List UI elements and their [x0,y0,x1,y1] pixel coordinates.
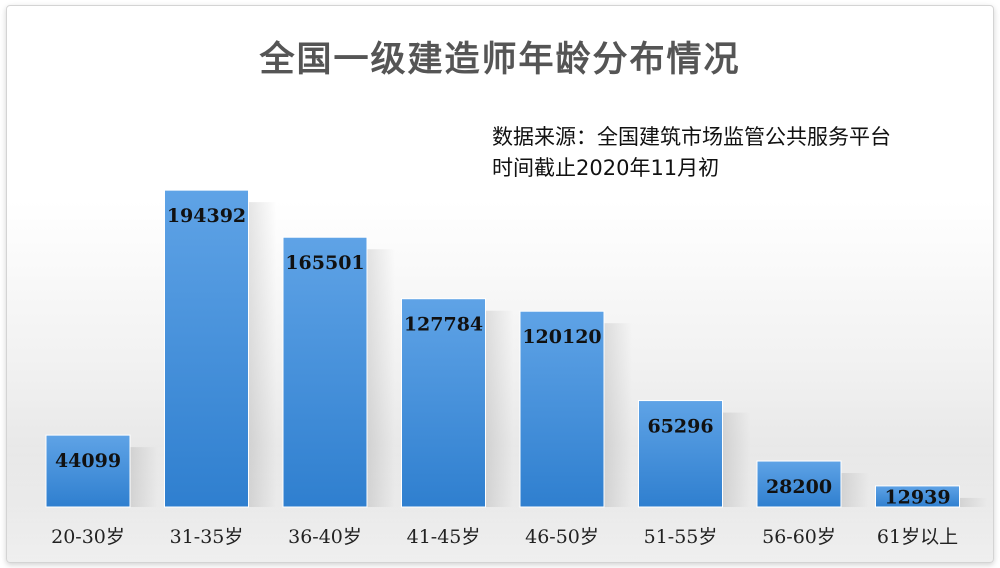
bar-shadow [722,412,751,507]
bar-shadow [604,323,632,507]
bar [282,236,368,508]
bar-value-label: 194392 [167,205,246,227]
bar-value-label: 12939 [884,486,950,508]
source-line: 数据来源：全国建筑市场监管公共服务平台 [492,125,891,149]
bar-value-label: 165501 [285,252,364,274]
category-tick-label: 56-60岁 [762,526,836,548]
bar-shadow [130,447,158,507]
category-tick-label: 61岁以上 [877,526,958,548]
bar-shadow [248,202,277,507]
bar-value-label: 65296 [647,416,713,438]
bar-shadow [485,310,514,507]
bar [638,400,723,508]
bar-shadow [841,473,869,507]
category-tick-label: 51-55岁 [644,526,718,548]
bar-value-label: 120120 [522,326,601,348]
bar [45,434,131,508]
bar-value-label: 28200 [766,476,832,498]
chart-title: 全国一级建造师年龄分布情况 [259,40,741,80]
category-tick-label: 36-40岁 [288,526,362,548]
bar [401,298,486,508]
category-tick-label: 20-30岁 [51,526,125,548]
bar [519,310,605,508]
bar-value-label: 127784 [404,314,483,336]
bar-shadow [959,497,988,507]
bar-value-label: 44099 [55,450,121,472]
category-tick-label: 46-50岁 [525,526,599,548]
bar [164,189,249,508]
bar [756,460,842,508]
category-tick-label: 41-45岁 [407,526,481,548]
category-tick-label: 31-35岁 [170,526,244,548]
date-line: 时间截止2020年11月初 [492,156,720,180]
bar [875,485,960,508]
source-note: 数据来源：全国建筑市场监管公共服务平台 时间截止2020年11月初 [492,122,891,184]
bar-shadow [367,249,395,507]
